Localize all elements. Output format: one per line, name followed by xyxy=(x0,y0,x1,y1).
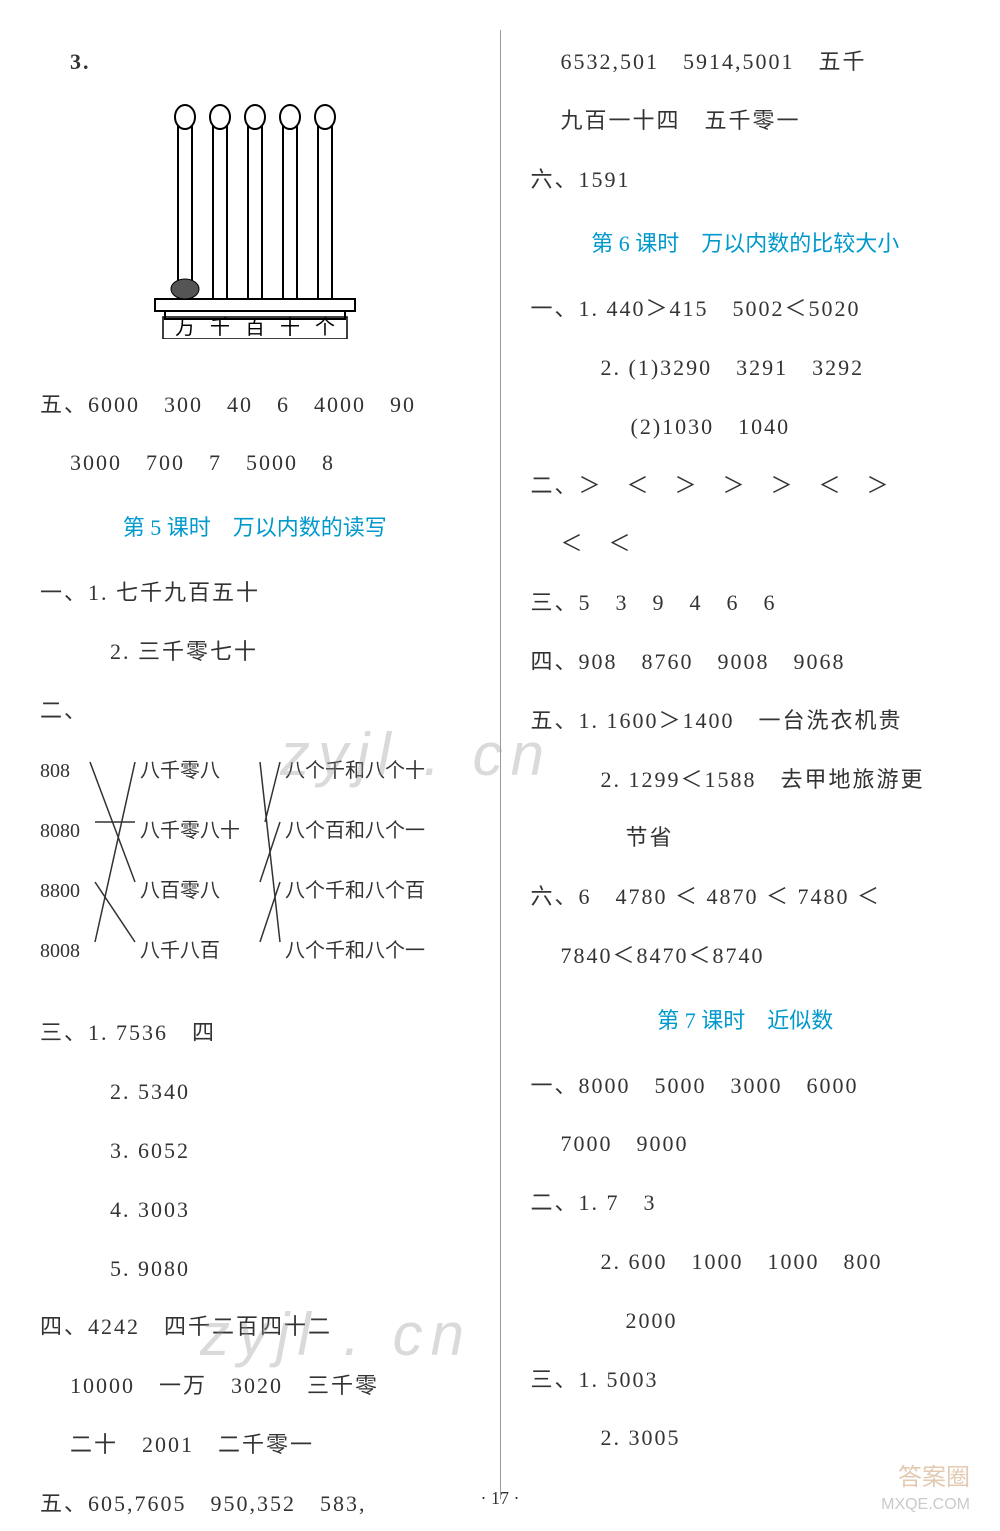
match-l3: 8800 xyxy=(40,867,80,915)
section-7-title: 第 7 课时 近似数 xyxy=(531,995,961,1048)
s7-2-1: 二、1. 7 3 xyxy=(531,1177,961,1230)
s5-4c: 二十 2001 二千零一 xyxy=(40,1419,470,1472)
s6-1-1: 一、1. 440＞415 5002＜5020 xyxy=(531,283,961,336)
s5-1b: 2. 三千零七十 xyxy=(40,626,470,679)
right-column: 6532,501 5914,5001 五千 九百一十四 五千零一 六、1591 … xyxy=(521,30,961,1499)
match-m2: 八千零八十 xyxy=(140,807,240,855)
s6-5-2b: 节省 xyxy=(531,812,961,865)
s6-6: 六、6 4780 ＜ 4870 ＜ 7480 ＜ xyxy=(531,871,961,924)
match-r3: 八个千和八个百 xyxy=(285,867,425,915)
wm-url: MXQE.COM xyxy=(881,1496,970,1514)
s7-2-2: 2. 600 1000 1000 800 xyxy=(531,1236,961,1289)
s7-2-2b: 2000 xyxy=(531,1295,961,1348)
match-r1: 八个千和八个十 xyxy=(285,747,425,795)
s5-3-4: 4. 3003 xyxy=(40,1184,470,1237)
match-l1: 808 xyxy=(40,747,70,795)
match-m1: 八千零八 xyxy=(140,747,220,795)
s6-6b: 7840＜8470＜8740 xyxy=(531,930,961,983)
item-3-label: 3. xyxy=(40,36,470,89)
s5-2: 二、 xyxy=(40,685,470,738)
s5-3-1: 三、1. 7536 四 xyxy=(40,1007,470,1060)
wm-badge: 答案圈 xyxy=(898,1457,970,1492)
section-6-title: 第 6 课时 万以内数的比较大小 xyxy=(531,218,961,271)
s5-3-2: 2. 5340 xyxy=(40,1066,470,1119)
abacus-diagram: 万 千 百 十 个 xyxy=(40,99,470,359)
match-m4: 八千八百 xyxy=(140,927,220,975)
match-l2: 8080 xyxy=(40,807,80,855)
left-line-5b: 3000 700 7 5000 8 xyxy=(40,437,470,490)
s5-4: 四、4242 四千二百四十二 xyxy=(40,1301,470,1354)
match-l4: 8008 xyxy=(40,927,80,975)
s6-5-2: 2. 1299＜1588 去甲地旅游更 xyxy=(531,754,961,807)
page-container: 3. xyxy=(40,30,960,1499)
match-r4: 八个千和八个一 xyxy=(285,927,425,975)
r-cont2: 九百一十四 五千零一 xyxy=(531,95,961,148)
s6-5-1: 五、1. 1600＞1400 一台洗衣机贵 xyxy=(531,695,961,748)
left-line-5: 五、6000 300 40 6 4000 90 xyxy=(40,379,470,432)
s6-1-2b: (2)1030 1040 xyxy=(531,401,961,454)
page-number: · 17 · xyxy=(481,1488,520,1509)
column-divider xyxy=(500,30,501,1499)
svg-text:十: 十 xyxy=(280,316,300,339)
r-cont1: 6532,501 5914,5001 五千 xyxy=(531,36,961,89)
left-column: 3. xyxy=(40,30,480,1499)
s5-4b: 10000 一万 3020 三千零 xyxy=(40,1360,470,1413)
s7-3-1: 三、1. 5003 xyxy=(531,1354,961,1407)
s5-1: 一、1. 七千九百五十 xyxy=(40,567,470,620)
match-m3: 八百零八 xyxy=(140,867,220,915)
s7-1: 一、8000 5000 3000 6000 xyxy=(531,1060,961,1113)
s5-6: 六、1591 xyxy=(531,154,961,207)
s5-5: 五、605,7605 950,352 583, xyxy=(40,1478,470,1531)
svg-text:万: 万 xyxy=(175,317,195,339)
s6-3: 三、5 3 9 4 6 6 xyxy=(531,577,961,630)
s6-2: 二、＞ ＜ ＞ ＞ ＞ ＜ ＞ xyxy=(531,460,961,513)
s6-1-2: 2. (1)3290 3291 3292 xyxy=(531,342,961,395)
s5-3-3: 3. 6052 xyxy=(40,1125,470,1178)
svg-text:个: 个 xyxy=(315,316,335,339)
matching-diagram: 808 8080 8800 8008 八千零八 八千零八十 八百零八 八千八百 … xyxy=(40,747,470,997)
svg-text:千: 千 xyxy=(210,316,230,339)
svg-text:百: 百 xyxy=(245,317,265,339)
s6-2b: ＜ ＜ xyxy=(531,518,961,571)
s6-4: 四、908 8760 9008 9068 xyxy=(531,636,961,689)
watermark-bottom: 答案圈 MXQE.COM xyxy=(881,1457,970,1514)
match-r2: 八个百和八个一 xyxy=(285,807,425,855)
s7-1b: 7000 9000 xyxy=(531,1118,961,1171)
section-5-title: 第 5 课时 万以内数的读写 xyxy=(40,502,470,555)
s5-3-5: 5. 9080 xyxy=(40,1243,470,1296)
